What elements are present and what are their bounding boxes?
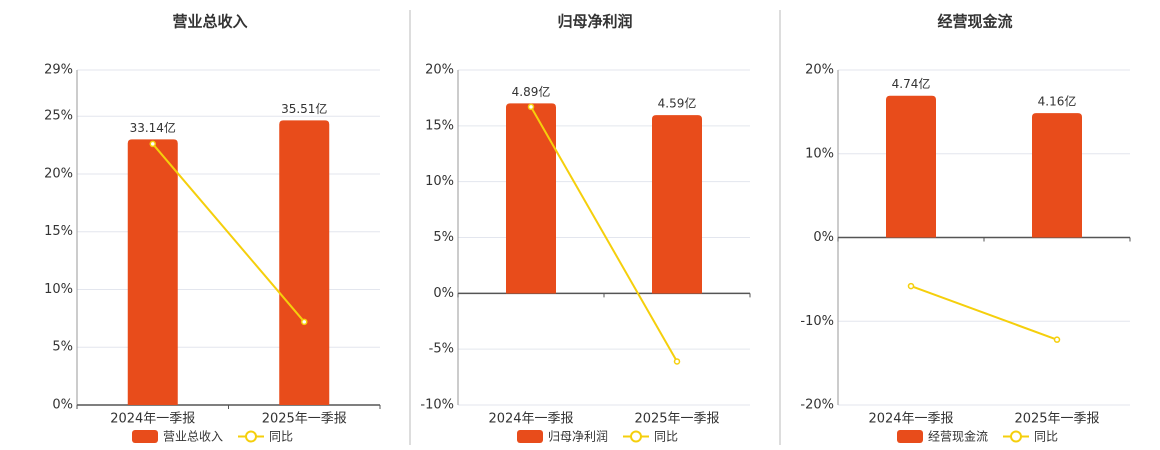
bar [1032,113,1082,238]
line-point [673,358,681,365]
bar [886,95,936,238]
legend-label: 同比 [1034,430,1058,444]
y-tick-label: 5% [433,230,454,245]
y-tick-label: 0% [813,230,834,245]
y-tick-label: 20% [44,166,73,181]
chart-title: 归母净利润 [557,13,632,31]
legend-swatch [517,430,543,443]
legend-label: 经营现金流 [928,429,988,444]
line [910,285,1058,341]
legend-marker [245,430,257,443]
y-tick-label: -20% [800,398,834,413]
legend-label: 同比 [269,430,293,444]
legend-swatch [897,430,923,443]
y-tick-label: 29% [44,63,73,78]
legend-label: 同比 [654,430,678,444]
y-tick-label: 10% [425,174,454,189]
y-tick-label: 0% [52,398,73,413]
bar [652,115,702,294]
x-tick-label: 2024年一季报 [488,412,573,427]
x-tick-label: 2025年一季报 [634,412,719,427]
value-label: 4.89亿 [512,84,551,99]
x-tick-label: 2025年一季报 [262,412,347,427]
chart-title: 营业总收入 [172,13,247,31]
x-tick-label: 2025年一季报 [1014,412,1099,427]
y-tick-label: 5% [52,340,73,355]
legend-marker [630,430,642,443]
y-tick-label: -5% [429,342,454,357]
bar [279,120,330,406]
y-tick-label: 10% [805,146,834,161]
line [530,106,678,362]
bar [127,139,178,406]
x-tick-label: 2024年一季报 [110,412,195,427]
line-point [301,318,308,326]
y-tick-label: -10% [800,314,834,329]
bar [506,103,556,294]
line-point [149,140,156,148]
legend-label: 归母净利润 [548,430,608,444]
value-label: 35.51亿 [281,101,327,116]
legend-marker [1010,430,1022,443]
legend-swatch [132,430,158,443]
value-label: 4.16亿 [1038,94,1077,109]
line-point [527,103,535,111]
y-tick-label: 25% [44,109,73,124]
value-label: 4.59亿 [658,96,697,111]
chart-title: 经营现金流 [937,13,1012,31]
line-point [907,282,915,290]
legend-label: 营业总收入 [163,430,223,444]
y-tick-label: 15% [44,224,73,239]
y-tick-label: 20% [425,63,454,78]
value-label: 4.74亿 [892,76,931,91]
y-tick-label: 0% [433,286,454,301]
line-point [1053,336,1061,343]
y-tick-label: 20% [805,63,834,78]
line [151,143,306,323]
y-tick-label: 15% [425,118,454,133]
value-label: 33.14亿 [130,120,176,135]
x-tick-label: 2024年一季报 [868,412,953,427]
y-tick-label: -10% [420,398,454,413]
y-tick-label: 10% [44,282,73,297]
